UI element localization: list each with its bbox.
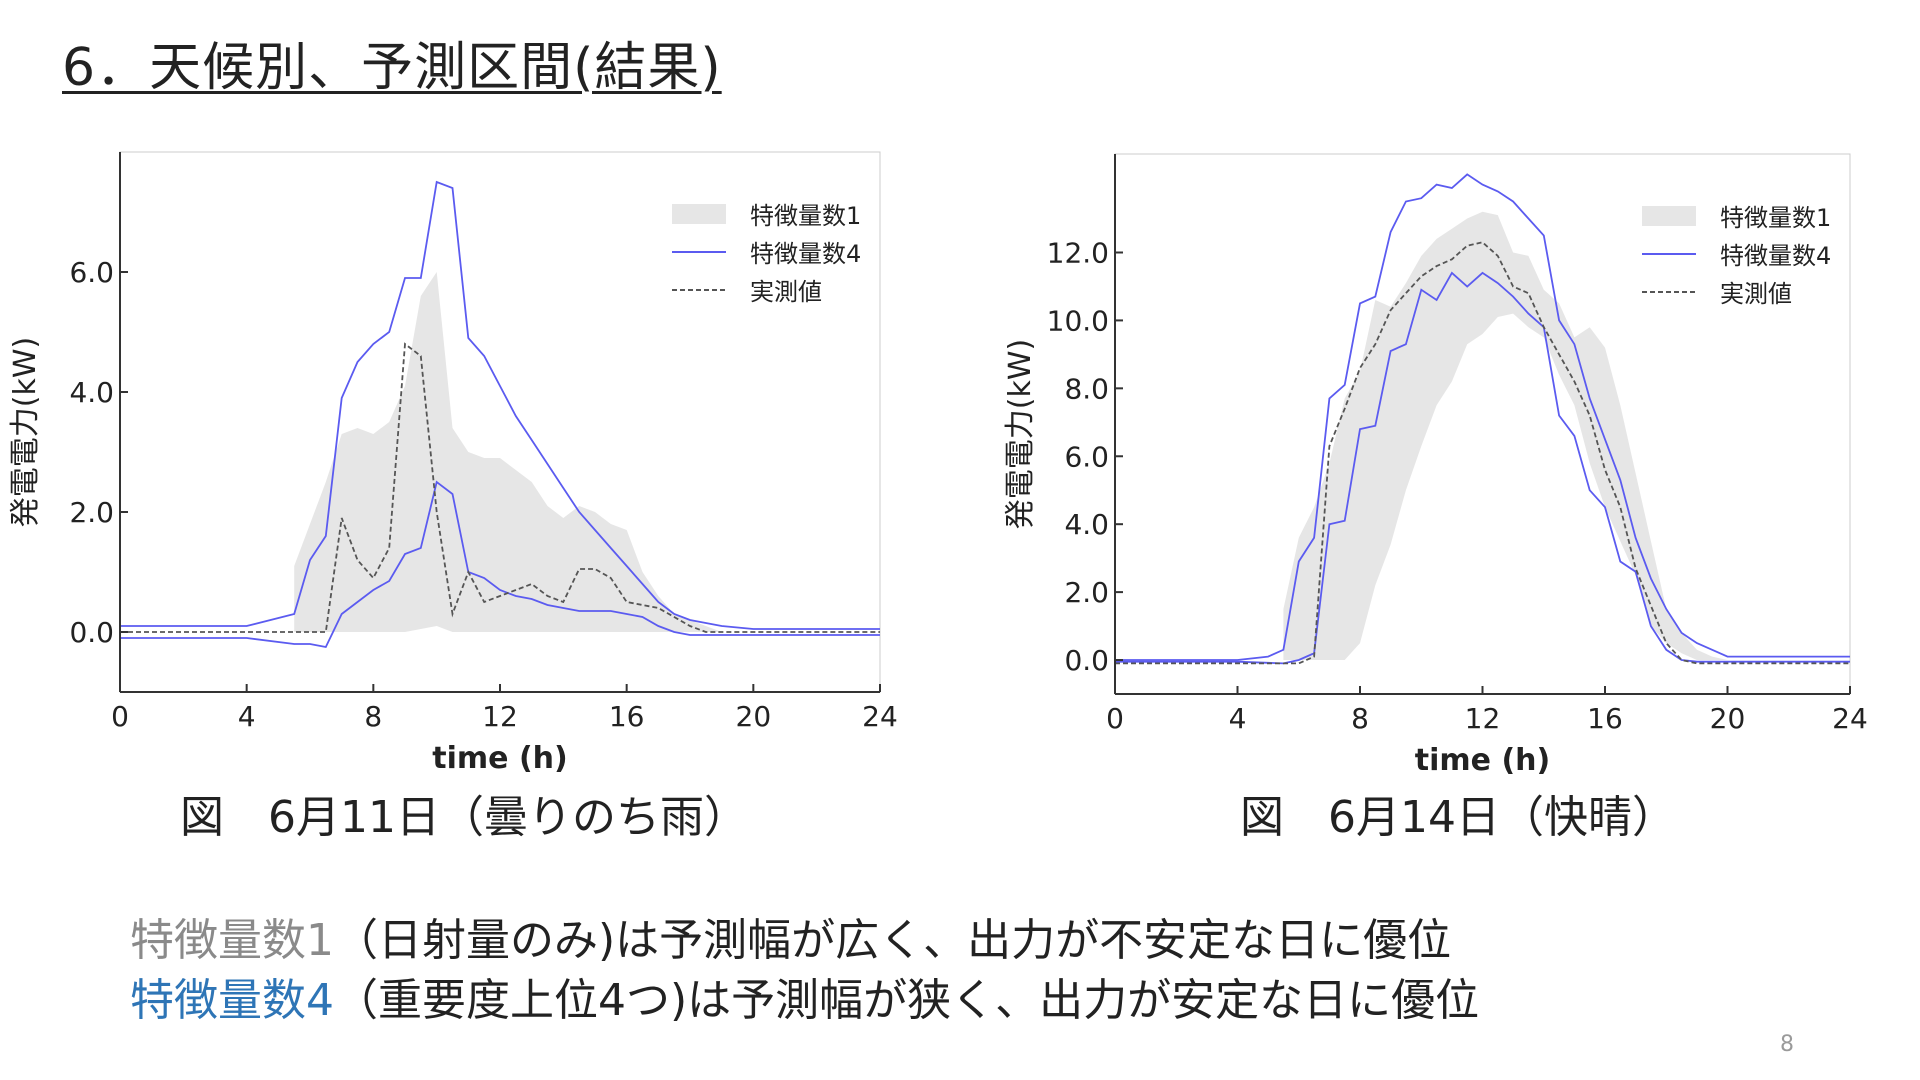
y-tick-label: 8.0 bbox=[1064, 372, 1109, 405]
legend-label: 特徴量数1 bbox=[750, 202, 861, 230]
x-tick-label: 4 bbox=[1229, 702, 1247, 735]
series-feature4-upper bbox=[1115, 173, 1850, 661]
note-feature4-text: （重要度上位4つ)は予測幅が狭く、出力が安定な日に優位 bbox=[334, 975, 1480, 1026]
caption-june-11: 図 6月11日（曇りのち雨） bbox=[180, 792, 748, 843]
page-number: 8 bbox=[1780, 1032, 1794, 1057]
y-tick-label: 4.0 bbox=[69, 376, 114, 409]
series-actual bbox=[120, 342, 880, 633]
x-tick-label: 0 bbox=[111, 700, 129, 733]
y-tick-label: 6.0 bbox=[1064, 440, 1109, 473]
x-tick-label: 20 bbox=[736, 700, 772, 733]
y-axis-label: 発電電力(kW) bbox=[8, 337, 43, 527]
series-feature4-upper bbox=[120, 180, 880, 630]
note-feature4: 特徴量数4（重要度上位4つ)は予測幅が狭く、出力が安定な日に優位 bbox=[130, 972, 1479, 1030]
band-feature1 bbox=[294, 272, 722, 632]
legend-label: 実測値 bbox=[750, 278, 822, 306]
legend-label: 特徴量数4 bbox=[1720, 242, 1831, 270]
x-tick-label: 24 bbox=[862, 700, 898, 733]
x-tick-label: 4 bbox=[238, 700, 256, 733]
legend-swatch-feature1 bbox=[1642, 206, 1696, 226]
x-axis-label: time (h) bbox=[432, 741, 567, 776]
y-tick-label: 0.0 bbox=[1064, 644, 1109, 677]
legend-label: 特徴量数1 bbox=[1720, 204, 1831, 232]
legend-label: 実測値 bbox=[1720, 280, 1792, 308]
series-feature4-lower bbox=[1115, 271, 1850, 665]
x-tick-label: 20 bbox=[1710, 702, 1746, 735]
y-tick-label: 2.0 bbox=[1064, 576, 1109, 609]
y-tick-label: 2.0 bbox=[69, 496, 114, 529]
x-axis-label: time (h) bbox=[1415, 743, 1550, 778]
caption-june-14: 図 6月14日（快晴） bbox=[1240, 792, 1676, 843]
note-feature1: 特徴量数1（日射量のみ)は予測幅が広く、出力が不安定な日に優位 bbox=[130, 912, 1451, 970]
x-tick-label: 8 bbox=[364, 700, 382, 733]
chart-june-14: 0 4 8 12 16 20 24 0.0 2.0 4.0 6.0 8.0 10.0 12.0 time (… bbox=[1003, 153, 1868, 778]
x-tick-label: 8 bbox=[1351, 702, 1369, 735]
y-axis-label: 発電電力(kW) bbox=[1003, 339, 1038, 529]
x-tick-label: 16 bbox=[1587, 702, 1623, 735]
y-tick-label: 0.0 bbox=[69, 616, 114, 649]
note-feature1-text: （日射量のみ)は予測幅が広く、出力が不安定な日に優位 bbox=[334, 915, 1452, 966]
x-tick-label: 12 bbox=[1465, 702, 1501, 735]
y-tick-label: 10.0 bbox=[1047, 304, 1109, 337]
series-actual bbox=[1115, 241, 1850, 665]
legend-swatch-feature1 bbox=[672, 204, 726, 224]
y-tick-label: 4.0 bbox=[1064, 508, 1109, 541]
x-tick-label: 16 bbox=[609, 700, 645, 733]
y-tick-label: 6.0 bbox=[69, 256, 114, 289]
note-feature1-lead: 特徴量数1 bbox=[130, 915, 334, 966]
chart-june-11: 0 4 8 12 16 20 24 0.0 2.0 4.0 6.0 time (h) 発電電力(kW) 特… bbox=[8, 151, 898, 776]
legend-label: 特徴量数4 bbox=[750, 240, 861, 268]
series-feature4-lower bbox=[120, 480, 880, 649]
slide-title: 6．天候別、予測区間(結果) bbox=[62, 38, 722, 98]
x-tick-label: 12 bbox=[482, 700, 518, 733]
x-tick-label: 24 bbox=[1832, 702, 1868, 735]
band-feature1 bbox=[1283, 211, 1728, 660]
x-tick-label: 0 bbox=[1106, 702, 1124, 735]
y-tick-label: 12.0 bbox=[1047, 236, 1109, 269]
note-feature4-lead: 特徴量数4 bbox=[130, 975, 334, 1026]
